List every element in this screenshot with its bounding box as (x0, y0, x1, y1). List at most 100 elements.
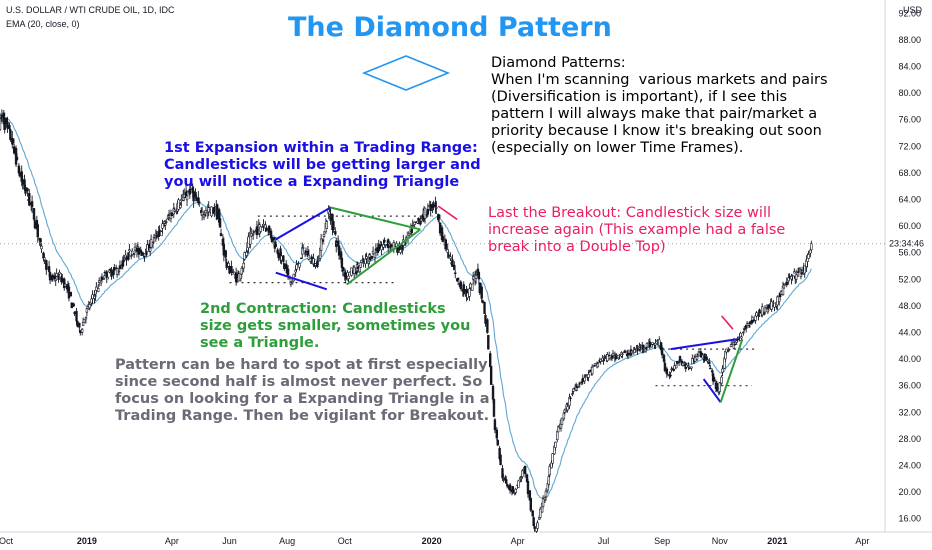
candle-body-up (547, 476, 550, 485)
candle-body-down (329, 213, 332, 221)
candle-body-up (43, 257, 46, 261)
candle (95, 282, 98, 295)
candle-body-down (272, 237, 276, 241)
candle-body-up (55, 273, 58, 277)
candle (165, 218, 168, 225)
candle (471, 271, 475, 285)
price-tick-label: 56.00 (898, 248, 921, 258)
candle (611, 350, 615, 359)
candle-body-up (761, 306, 764, 316)
candle (414, 221, 417, 223)
candle-body-down (24, 186, 27, 194)
candle (319, 234, 323, 257)
candle (663, 359, 667, 373)
candle-body-up (97, 280, 101, 283)
candle-body-down (137, 247, 141, 255)
candle (477, 270, 481, 285)
contraction-note: 2nd Contraction: Candlesticks size gets … (200, 301, 471, 351)
candle-body-down (110, 271, 113, 277)
candle (173, 207, 176, 213)
candle (426, 203, 430, 217)
candle-body-down (441, 236, 445, 241)
candle-body-down (140, 251, 143, 256)
candle (350, 267, 353, 277)
candle-body-down (451, 259, 454, 267)
candle-body-down (752, 319, 755, 322)
candle-body-down (663, 362, 667, 372)
expansion-note: 1st Expansion within a Trading Range: Ca… (164, 140, 481, 190)
candle-body-up (97, 288, 100, 292)
candle (200, 206, 204, 221)
candle-body-down (79, 330, 82, 333)
candle (523, 465, 527, 478)
indicator-legend[interactable]: EMA (20, close, 0) (6, 19, 80, 29)
candle-body-up (210, 206, 213, 217)
candle-body-down (341, 266, 345, 272)
candle (15, 153, 19, 161)
candle-body-up (403, 243, 407, 246)
candle-body-up (40, 245, 43, 250)
candle-body-up (471, 283, 474, 291)
candle-body-down (277, 252, 280, 259)
candle (380, 241, 383, 256)
candle-body-up (588, 369, 591, 372)
candle (79, 329, 82, 336)
price-tick-label: 72.00 (898, 141, 921, 151)
candle-body-up (706, 359, 709, 362)
candle-body-up (106, 276, 109, 280)
candle-body-down (669, 374, 672, 377)
price-tag-layer: 23:34:46 (0, 239, 924, 249)
candle-body-down (332, 221, 335, 230)
candle (26, 187, 29, 197)
price-tick-label: 68.00 (898, 168, 921, 178)
candle-body-up (207, 207, 210, 213)
candle-body-up (469, 283, 472, 289)
candle-body-down (304, 251, 308, 253)
candle (158, 225, 161, 237)
candle-body-down (639, 346, 642, 349)
candle (544, 488, 548, 501)
candle-body-down (230, 266, 233, 273)
expansion-upper-line (275, 206, 332, 241)
candle (97, 284, 100, 293)
candle-body-up (407, 233, 411, 236)
candle (709, 364, 712, 370)
candle-body-up (259, 226, 262, 232)
price-tick-label: 16.00 (898, 514, 921, 524)
candle-body-up (249, 231, 252, 245)
candle (678, 355, 682, 362)
candle (665, 366, 669, 378)
candle (733, 341, 737, 346)
candle-body-down (8, 125, 11, 130)
candle-body-up (133, 246, 137, 251)
candle-body-down (48, 272, 52, 281)
candle (219, 228, 223, 237)
candle (630, 350, 634, 356)
expansion2-upper-line (670, 338, 738, 351)
candle (662, 353, 666, 363)
candle (447, 251, 450, 259)
price-tick-label: 52.00 (898, 274, 921, 284)
candle (307, 249, 311, 261)
candle (496, 439, 499, 447)
candle (146, 239, 149, 252)
symbol-title[interactable]: U.S. DOLLAR / WTI CRUDE OIL, 1D, IDC (6, 5, 175, 15)
candle-body-down (122, 259, 125, 262)
candle (69, 291, 73, 297)
price-tick-label: 60.00 (898, 221, 921, 231)
current-price-tag: 23:34:46 (889, 239, 924, 249)
currency-label: USD (903, 5, 923, 15)
candle (78, 322, 81, 332)
candle-body-up (577, 386, 581, 388)
candle-body-up (94, 295, 97, 297)
candle (301, 244, 305, 252)
candle-body-up (91, 294, 94, 300)
candle-body-down (624, 351, 627, 353)
candle-body-up (131, 250, 134, 255)
candle (437, 214, 441, 224)
candle-body-up (690, 366, 693, 369)
price-tick-label: 84.00 (898, 62, 921, 72)
candle-body-down (505, 479, 508, 484)
pattern-overlays (229, 55, 757, 403)
candle (514, 487, 517, 495)
